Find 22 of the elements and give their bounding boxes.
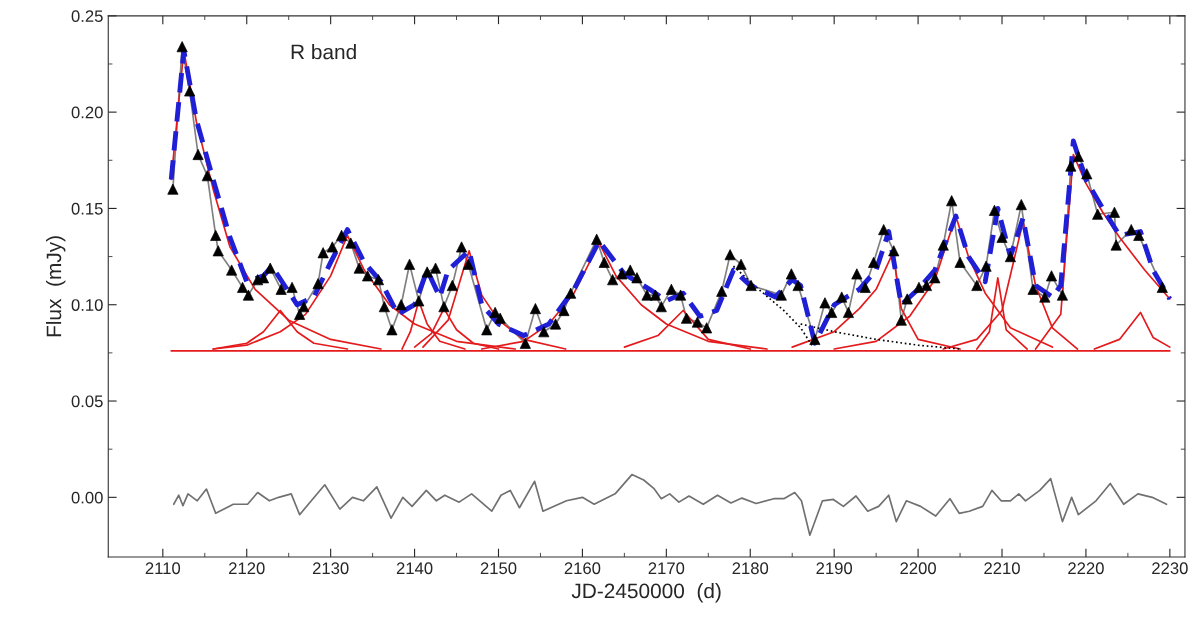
x-tick-label: 2160 xyxy=(564,562,601,575)
x-tick-label: 2200 xyxy=(900,562,936,575)
x-tick-label: 2190 xyxy=(816,562,853,575)
annotation: R band xyxy=(291,44,356,60)
x-tick-label: 2180 xyxy=(732,562,769,575)
y-tick-label: 0.20 xyxy=(71,106,103,119)
x-tick-label: 2140 xyxy=(396,562,433,575)
x-tick-label: 2120 xyxy=(229,562,265,575)
y-tick-label: 0.10 xyxy=(71,299,103,311)
y-tick-label: 0.05 xyxy=(71,395,103,408)
y-axis-title: Flux (mJy) xyxy=(46,236,66,337)
x-tick-label: 2110 xyxy=(145,562,181,575)
y-tick-label: 0.15 xyxy=(71,202,103,215)
x-axis-title: JD-2450000 (d) xyxy=(571,582,721,603)
x-tick-label: 2220 xyxy=(1068,562,1104,575)
y-tick-label: 0.00 xyxy=(71,491,103,504)
x-tick-label: 2170 xyxy=(648,562,685,575)
x-tick-label: 2210 xyxy=(984,562,1020,575)
y-tick-label: 0.25 xyxy=(71,10,103,23)
x-tick-label: 2230 xyxy=(1152,562,1188,575)
x-tick-label: 2130 xyxy=(312,562,349,575)
x-tick-label: 2150 xyxy=(480,562,517,575)
